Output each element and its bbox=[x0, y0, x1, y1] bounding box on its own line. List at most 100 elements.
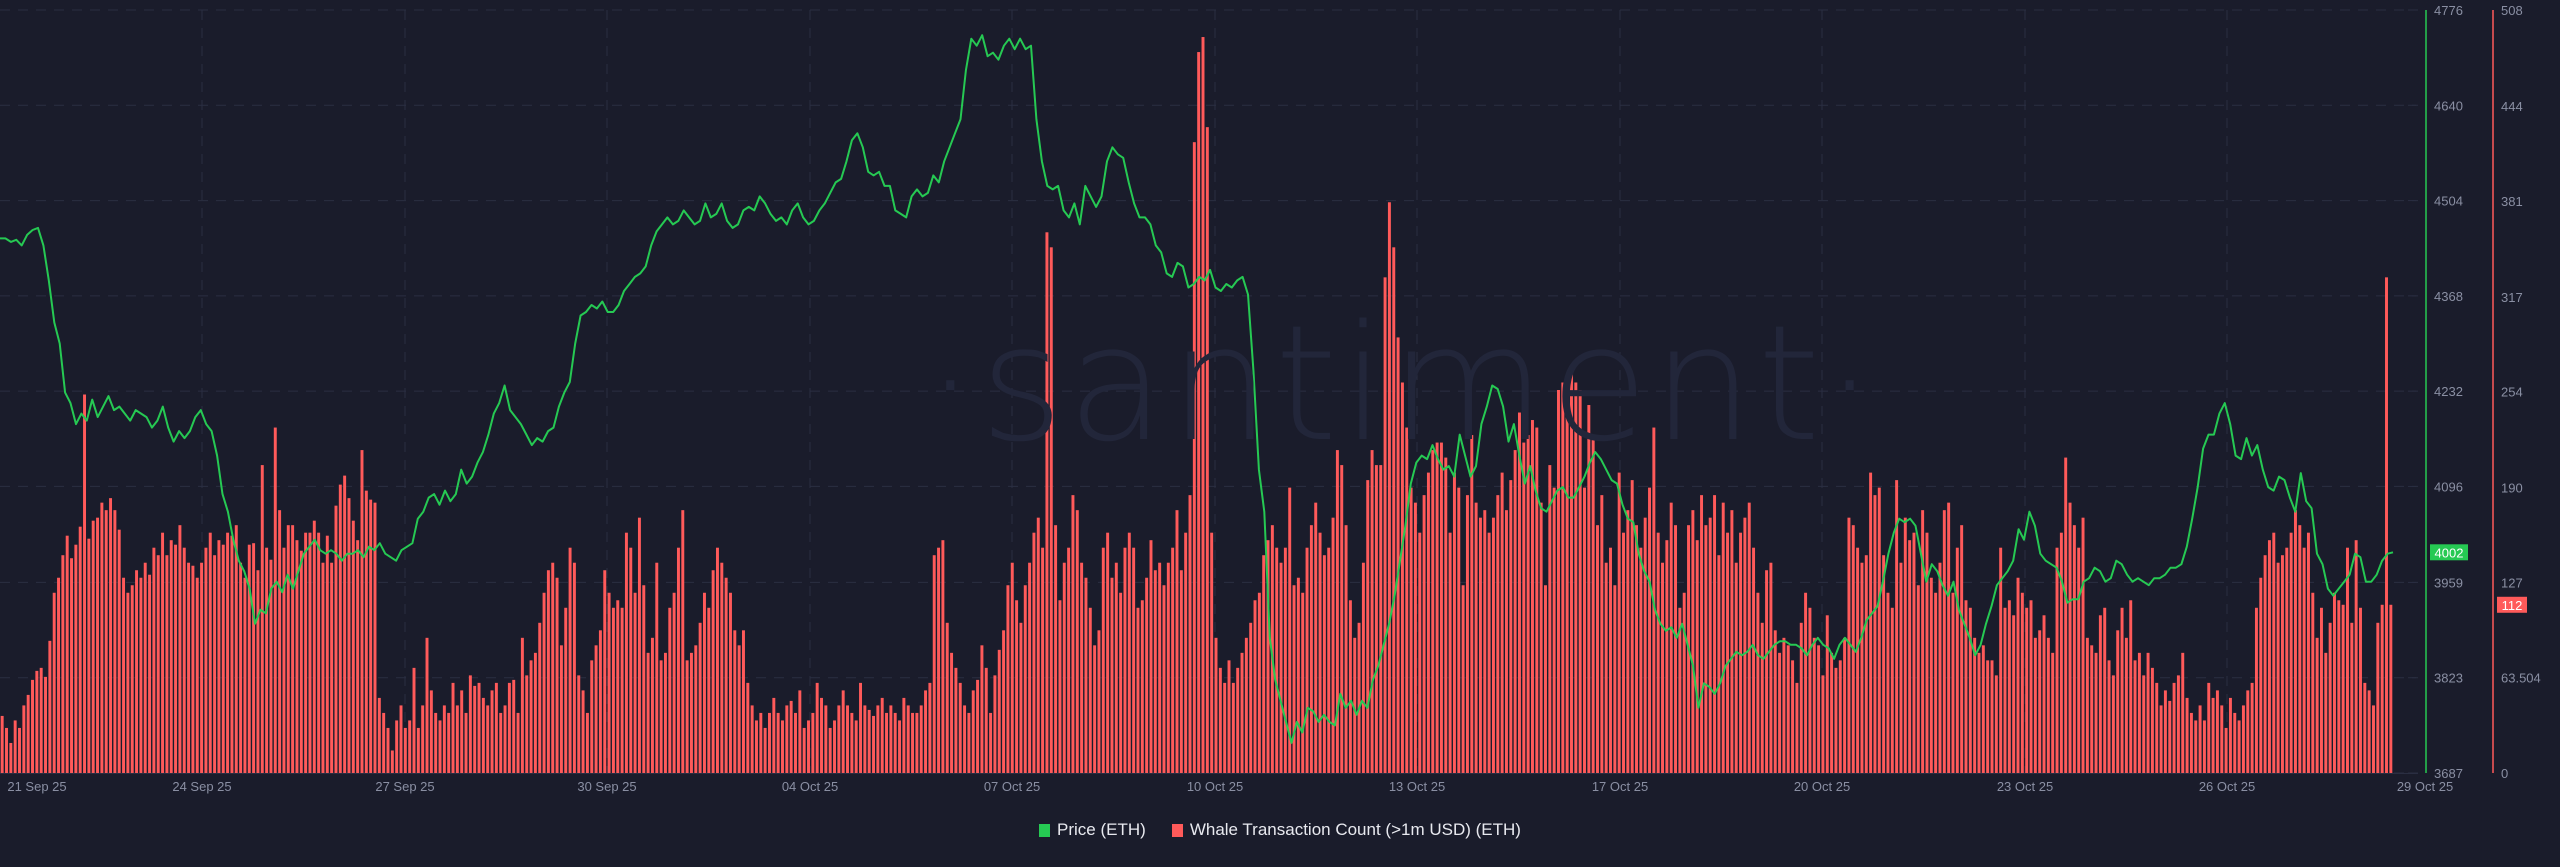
whale-count-bar[interactable] bbox=[2372, 705, 2375, 773]
whale-count-bar[interactable] bbox=[494, 682, 498, 773]
whale-count-bar[interactable] bbox=[1335, 450, 1339, 773]
whale-count-bar[interactable] bbox=[1981, 645, 1985, 773]
whale-count-bar[interactable] bbox=[408, 720, 412, 773]
whale-count-bar[interactable] bbox=[364, 490, 368, 773]
whale-count-bar[interactable] bbox=[967, 712, 971, 773]
whale-count-bar[interactable] bbox=[1843, 637, 1847, 773]
whale-count-bar[interactable] bbox=[1171, 547, 1175, 773]
whale-count-bar[interactable] bbox=[1912, 532, 1916, 773]
whale-count-bar[interactable] bbox=[1548, 465, 1552, 773]
whale-count-bar[interactable] bbox=[1179, 570, 1183, 773]
whale-count-bar[interactable] bbox=[1578, 390, 1582, 773]
whale-count-bar[interactable] bbox=[1444, 457, 1448, 773]
whale-count-bar[interactable] bbox=[1531, 420, 1534, 773]
whale-count-bar[interactable] bbox=[182, 547, 186, 773]
whale-count-bar[interactable] bbox=[1561, 382, 1565, 773]
whale-count-bar[interactable] bbox=[993, 675, 997, 773]
whale-count-bar[interactable] bbox=[156, 555, 160, 773]
whale-count-bar[interactable] bbox=[945, 622, 949, 773]
whale-count-bar[interactable] bbox=[473, 685, 477, 773]
whale-count-bar[interactable] bbox=[1253, 600, 1257, 773]
whale-count-bar[interactable] bbox=[958, 682, 962, 773]
whale-count-bar[interactable] bbox=[1713, 495, 1717, 773]
whale-count-bar[interactable] bbox=[941, 540, 945, 773]
whale-count-bar[interactable] bbox=[83, 394, 87, 774]
whale-count-bar[interactable] bbox=[1348, 600, 1352, 773]
whale-count-bar[interactable] bbox=[1925, 532, 1929, 773]
whale-count-bar[interactable] bbox=[637, 517, 641, 773]
whale-count-bar[interactable] bbox=[2137, 652, 2141, 773]
whale-count-bar[interactable] bbox=[928, 682, 932, 773]
whale-count-bar[interactable] bbox=[616, 600, 620, 773]
whale-count-bar[interactable] bbox=[104, 510, 108, 773]
whale-count-bar[interactable] bbox=[1461, 585, 1465, 773]
whale-count-bar[interactable] bbox=[802, 727, 806, 773]
whale-count-bar[interactable] bbox=[1552, 487, 1556, 773]
whale-count-bar[interactable] bbox=[859, 682, 862, 773]
whale-count-bar[interactable] bbox=[2328, 622, 2332, 773]
whale-count-bar[interactable] bbox=[273, 427, 277, 773]
whale-count-bar[interactable] bbox=[1340, 465, 1344, 773]
whale-count-bar[interactable] bbox=[889, 705, 893, 773]
whale-count-bar[interactable] bbox=[2120, 607, 2124, 773]
whale-count-bar[interactable] bbox=[356, 540, 360, 773]
whale-count-bar[interactable] bbox=[1158, 562, 1162, 773]
whale-count-bar[interactable] bbox=[442, 705, 446, 773]
whale-count-bar[interactable] bbox=[477, 682, 481, 773]
whale-count-bar[interactable] bbox=[1769, 562, 1773, 773]
whale-count-bar[interactable] bbox=[70, 558, 74, 773]
whale-count-bar[interactable] bbox=[399, 705, 403, 773]
whale-count-bar[interactable] bbox=[2185, 697, 2189, 773]
whale-count-bar[interactable] bbox=[26, 694, 30, 773]
whale-count-bar[interactable] bbox=[603, 570, 607, 773]
whale-count-bar[interactable] bbox=[2129, 600, 2133, 773]
whale-count-bar[interactable] bbox=[299, 550, 303, 773]
whale-count-bar[interactable] bbox=[122, 577, 126, 773]
whale-count-bar[interactable] bbox=[1383, 277, 1387, 773]
whale-count-bar[interactable] bbox=[750, 705, 754, 773]
whale-count-bar[interactable] bbox=[932, 555, 936, 773]
whale-count-bar[interactable] bbox=[2341, 604, 2345, 773]
whale-count-bar[interactable] bbox=[1474, 502, 1478, 773]
whale-count-bar[interactable] bbox=[807, 720, 810, 773]
whale-count-bar[interactable] bbox=[1439, 442, 1443, 773]
whale-count-bar[interactable] bbox=[269, 559, 273, 773]
whale-count-bar[interactable] bbox=[1752, 547, 1756, 773]
whale-count-bar[interactable] bbox=[308, 532, 312, 773]
whale-count-bar[interactable] bbox=[1522, 442, 1526, 773]
whale-count-bar[interactable] bbox=[338, 484, 342, 773]
whale-count-bar[interactable] bbox=[1734, 562, 1738, 773]
whale-count-bar[interactable] bbox=[1140, 600, 1144, 773]
whale-count-bar[interactable] bbox=[1782, 637, 1786, 773]
whale-count-bar[interactable] bbox=[2298, 525, 2302, 773]
whale-count-bar[interactable] bbox=[22, 705, 26, 773]
whale-count-bar[interactable] bbox=[1322, 555, 1326, 773]
whale-count-bar[interactable] bbox=[655, 562, 659, 773]
whale-count-bar[interactable] bbox=[1452, 472, 1456, 773]
whale-count-bar[interactable] bbox=[1227, 660, 1231, 773]
whale-count-bar[interactable] bbox=[1327, 547, 1331, 773]
whale-count-bar[interactable] bbox=[434, 712, 438, 773]
whale-count-bar[interactable] bbox=[1587, 405, 1591, 773]
whale-count-bar[interactable] bbox=[1153, 570, 1157, 773]
whale-count-bar[interactable] bbox=[798, 690, 802, 773]
whale-count-bar[interactable] bbox=[57, 577, 60, 773]
whale-count-bar[interactable] bbox=[455, 705, 459, 773]
whale-count-bar[interactable] bbox=[377, 697, 381, 773]
whale-count-bar[interactable] bbox=[1279, 562, 1283, 773]
whale-count-bar[interactable] bbox=[2267, 540, 2271, 773]
whale-count-bar[interactable] bbox=[1110, 577, 1114, 773]
whale-count-bar[interactable] bbox=[1691, 510, 1695, 773]
whale-count-bar[interactable] bbox=[1895, 480, 1899, 773]
whale-count-bar[interactable] bbox=[2081, 517, 2085, 773]
whale-count-bar[interactable] bbox=[200, 562, 204, 773]
whale-count-bar[interactable] bbox=[447, 712, 451, 773]
whale-count-bar[interactable] bbox=[2094, 652, 2098, 773]
whale-count-bar[interactable] bbox=[204, 547, 208, 773]
whale-count-bar[interactable] bbox=[139, 577, 143, 773]
whale-count-bar[interactable] bbox=[286, 525, 290, 773]
whale-count-bar[interactable] bbox=[880, 697, 884, 773]
whale-count-bar[interactable] bbox=[811, 712, 815, 773]
whale-count-bar[interactable] bbox=[867, 709, 871, 773]
whale-count-bar[interactable] bbox=[2237, 720, 2241, 773]
